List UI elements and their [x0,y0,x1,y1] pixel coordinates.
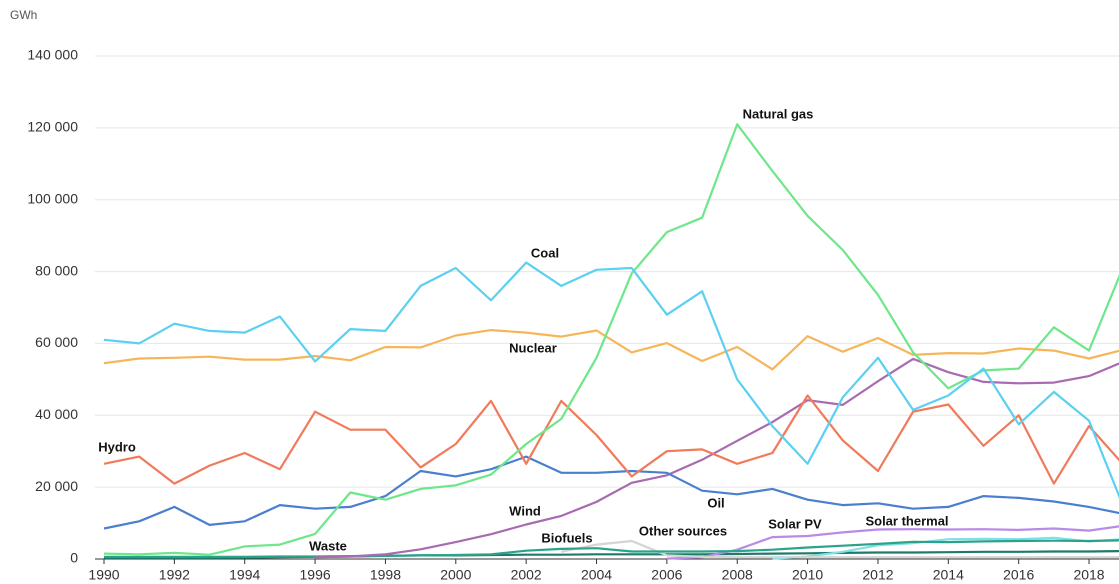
series-label: Natural gas [743,106,814,121]
x-tick-label: 2000 [440,567,471,583]
x-tick-label: 1994 [229,567,260,583]
series-line [103,123,1119,556]
y-tick-label: 100 000 [27,190,78,206]
series-label: Biofuels [541,530,592,545]
series-label: Solar PV [768,516,822,531]
x-tick-label: 2006 [651,567,682,583]
y-tick-label: 60 000 [35,334,78,350]
x-tick-label: 2008 [722,567,753,583]
y-tick-label: 140 000 [27,47,78,63]
series-line [104,539,1119,558]
x-tick-label: 2014 [933,567,964,583]
series-label: Coal [531,245,559,260]
x-tick-label: 2002 [511,567,542,583]
series-line [103,394,1119,485]
y-tick-label: 40 000 [35,406,78,422]
series-line [103,329,1119,371]
series-label: Hydro [98,439,136,454]
series-line [772,536,1119,560]
x-tick-label: 1990 [88,567,119,583]
x-tick-label: 1992 [159,567,190,583]
series-label: Solar thermal [865,513,948,528]
series-line [103,261,1119,499]
series-label: Oil [707,495,724,510]
y-tick-label: 20 000 [35,478,78,494]
x-tick-label: 2012 [862,567,893,583]
x-tick-label: 2016 [1003,567,1034,583]
series-line [315,357,1119,559]
x-tick-label: 1998 [370,567,401,583]
x-tick-label: 2004 [581,567,612,583]
series-label: Waste [309,538,347,553]
series-label: Other sources [639,523,727,538]
series-label: Wind [509,503,541,518]
x-tick-label: 2018 [1073,567,1104,583]
series-line [103,455,1119,530]
x-tick-label: 1996 [300,567,331,583]
y-tick-label: 80 000 [35,262,78,278]
series-label: Nuclear [509,340,557,355]
y-axis-label: GWh [10,8,37,22]
y-tick-label: 120 000 [27,119,78,135]
y-tick-label: 0 [70,550,78,566]
series-line [666,525,1119,560]
x-tick-label: 2010 [792,567,823,583]
